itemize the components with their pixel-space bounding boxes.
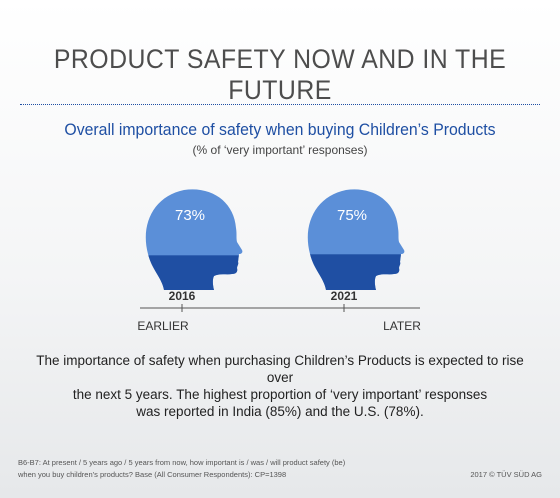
summary-text: The importance of safety when purchasing… <box>30 352 530 420</box>
summary-line-1: The importance of safety when purchasing… <box>36 353 524 385</box>
footnote-line-1: B6-B7: At present / 5 years ago / 5 year… <box>18 458 346 467</box>
axis-start-label: EARLIER <box>137 319 189 333</box>
summary-line-2: the next 5 years. The highest proportion… <box>72 387 488 402</box>
footnote-line-2: when you buy children’s products? Base (… <box>18 470 287 479</box>
head-fill-level <box>307 254 405 291</box>
head-fill-level <box>145 255 243 291</box>
summary-line-3: was reported in India (85%) and the U.S.… <box>136 404 424 419</box>
head-chart: 73% 75% 2016 2021 EARLIER LATER <box>137 189 421 333</box>
value-label: 75% <box>337 207 367 224</box>
timeline-axis: 2016 2021 <box>140 289 420 312</box>
value-label: 73% <box>175 207 205 224</box>
footnote: B6-B7: At present / 5 years ago / 5 year… <box>18 457 398 481</box>
year-label-2021: 2021 <box>331 289 358 303</box>
page-title: PRODUCT SAFETY NOW AND IN THE FUTURE <box>53 44 507 105</box>
copyright: 2017 © TÜV SÜD AG <box>470 470 542 479</box>
head-bar-2021: 75% <box>307 189 405 291</box>
year-label-2016: 2016 <box>169 289 196 303</box>
axis-end-label: LATER <box>383 319 421 333</box>
chart-subtitle: (% of ‘very important’ responses) <box>192 143 368 157</box>
title-divider <box>20 104 540 105</box>
chart-title: Overall importance of safety when buying… <box>64 120 496 139</box>
head-bar-2016: 73% <box>145 189 243 291</box>
